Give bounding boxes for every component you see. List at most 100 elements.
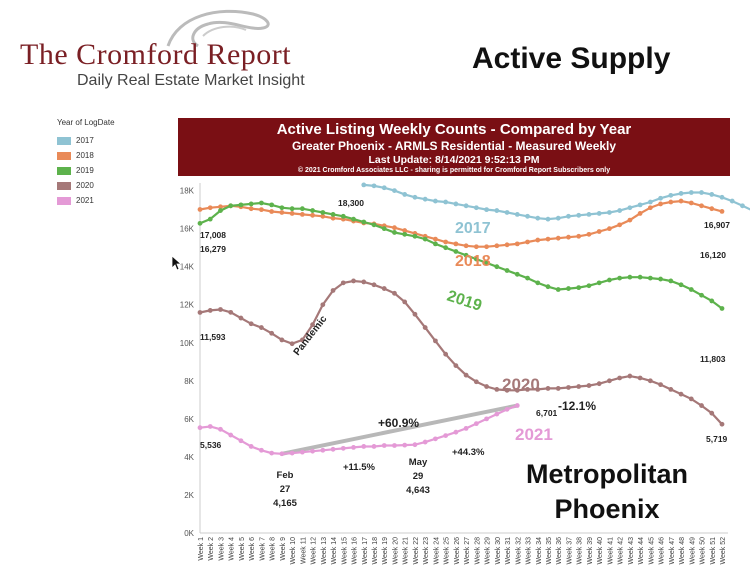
data-point-2019: [514, 271, 520, 277]
data-point-2020: [586, 383, 592, 388]
data-point-2020: [545, 386, 551, 391]
legend-item-2017[interactable]: 2017: [57, 133, 167, 148]
data-point-2021: [433, 436, 438, 442]
data-point-2017: [596, 211, 602, 216]
data-point-2018: [719, 208, 725, 214]
x-tick-label: Week 24: [433, 537, 440, 565]
x-tick-label: Week 5: [239, 537, 246, 561]
data-point-2019: [566, 286, 571, 291]
x-tick-label: Week 7: [259, 537, 266, 561]
data-point-2019: [586, 283, 592, 289]
x-tick-label: Week 39: [587, 537, 594, 565]
data-point-2017: [463, 203, 469, 209]
x-tick-label: Week 34: [536, 537, 543, 565]
data-point-2021: [238, 438, 244, 444]
data-point-2020: [443, 351, 449, 357]
legend-swatch: [57, 136, 71, 145]
data-label: 17,008: [200, 230, 226, 240]
data-point-2019: [207, 216, 213, 222]
data-point-2017: [729, 198, 735, 204]
data-point-2020: [259, 325, 264, 330]
data-point-2019: [259, 200, 264, 206]
x-tick-label: Week 2: [208, 537, 215, 561]
data-point-2020: [535, 386, 541, 392]
data-point-2020: [402, 299, 408, 305]
data-point-2018: [392, 225, 397, 231]
data-point-2019: [596, 280, 602, 286]
x-tick-label: Week 40: [597, 537, 604, 565]
data-point-2018: [473, 244, 479, 250]
x-tick-label: Week 10: [290, 537, 297, 565]
x-tick-label: Week 36: [556, 537, 563, 565]
legend-swatch: [57, 151, 71, 160]
data-point-2018: [545, 236, 551, 242]
legend-item-2018[interactable]: 2018: [57, 148, 167, 163]
data-point-2020: [279, 337, 285, 343]
chart-subtitle: Greater Phoenix - ARMLS Residential - Me…: [291, 139, 617, 153]
data-point-2021: [320, 447, 326, 453]
x-tick-label: Week 20: [392, 537, 399, 565]
mouse-cursor-icon: [171, 255, 183, 271]
data-point-2017: [371, 183, 377, 189]
data-point-2019: [218, 208, 223, 213]
x-tick-label: Week 16: [352, 537, 359, 565]
data-point-2019: [340, 213, 346, 219]
data-point-2018: [310, 212, 315, 218]
data-point-2018: [330, 215, 336, 221]
data-point-2018: [207, 205, 213, 211]
data-point-2018: [709, 206, 715, 212]
x-tick-label: Week 4: [229, 537, 236, 561]
data-point-2019: [699, 292, 704, 298]
data-point-2017: [535, 215, 541, 221]
data-point-2018: [259, 207, 264, 213]
data-point-2018: [289, 211, 295, 216]
legend-label: 2021: [76, 196, 94, 205]
data-point-2017: [576, 212, 582, 218]
data-point-2019: [647, 275, 653, 281]
data-point-2020: [514, 387, 520, 393]
legend-item-2020[interactable]: 2020: [57, 178, 167, 193]
data-point-2018: [484, 244, 489, 250]
data-point-2021: [473, 421, 479, 427]
legend-item-2021[interactable]: 2021: [57, 193, 167, 208]
data-point-2019: [269, 202, 275, 208]
legend-item-2019[interactable]: 2019: [57, 163, 167, 178]
data-point-2018: [525, 239, 530, 245]
data-point-2021: [269, 450, 275, 456]
data-point-2020: [494, 386, 500, 392]
y-tick-label: 16K: [180, 225, 195, 234]
data-point-2020: [566, 385, 571, 390]
x-tick-label: Week 19: [382, 537, 389, 565]
data-point-2019: [535, 280, 541, 286]
data-point-2018: [320, 213, 326, 219]
data-point-2018: [463, 243, 469, 249]
metro-phoenix-label: Phoenix: [554, 494, 659, 524]
feb-annotation: Feb: [277, 470, 294, 481]
data-point-2017: [555, 215, 561, 221]
data-point-2020: [207, 308, 213, 313]
data-point-2017: [422, 196, 428, 202]
data-point-2019: [525, 275, 530, 281]
data-point-2017: [392, 188, 397, 194]
x-tick-label: Week 6: [249, 537, 256, 561]
data-point-2018: [494, 243, 500, 249]
data-point-2017: [443, 199, 449, 205]
logo-subtitle: Daily Real Estate Market Insight: [77, 72, 305, 89]
data-point-2019: [197, 220, 203, 226]
data-point-2021: [259, 447, 264, 453]
data-point-2019: [279, 205, 285, 211]
data-point-2020: [340, 280, 346, 286]
data-point-2020: [484, 384, 489, 389]
data-point-2018: [299, 211, 305, 217]
data-point-2020: [228, 309, 234, 315]
x-tick-label: Week 30: [495, 537, 502, 565]
data-point-2018: [279, 210, 285, 215]
data-point-2019: [494, 264, 500, 270]
data-point-2021: [351, 445, 356, 450]
y-tick-label: 6K: [184, 415, 194, 424]
data-point-2019: [443, 245, 449, 251]
data-point-2018: [586, 231, 592, 237]
may-annotation: 29: [413, 471, 424, 482]
data-point-2020: [627, 373, 633, 379]
data-point-2018: [658, 201, 663, 207]
